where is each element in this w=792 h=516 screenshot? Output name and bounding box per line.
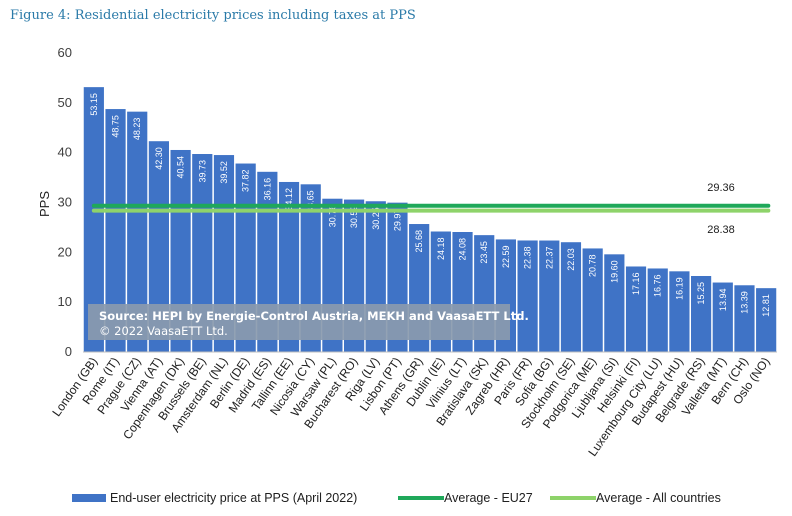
y-axis: 0 10 20 30 40 50 60 (58, 45, 72, 359)
bar (625, 266, 647, 352)
bar-value-label: 30.59 (349, 206, 359, 229)
bar (712, 282, 733, 352)
bar-value-label: 48.23 (132, 118, 142, 141)
bar-value-label: 22.38 (523, 246, 533, 269)
legend-label-all: Average - All countries (596, 491, 721, 505)
y-tick-label: 50 (58, 95, 72, 110)
average-all-value: 28.38 (707, 224, 735, 236)
bar (560, 242, 582, 352)
bar-value-label: 40.54 (176, 156, 186, 179)
bar (170, 149, 191, 352)
source-box: Source: HEPI by Energie-Control Austria,… (88, 304, 529, 340)
bar (582, 248, 603, 352)
bar-value-label: 34.12 (284, 188, 294, 211)
bar-value-label: 13.39 (739, 291, 749, 314)
bar (517, 240, 538, 352)
source-line-1: Source: HEPI by Energie-Control Austria,… (99, 309, 529, 323)
bar-value-label: 15.25 (696, 282, 706, 305)
bar-value-label: 29.97 (392, 209, 402, 232)
bar-value-label: 22.37 (544, 247, 554, 270)
bar-value-label: 25.68 (414, 230, 424, 253)
y-tick-label: 0 (65, 344, 72, 359)
bar (148, 141, 169, 352)
bar (647, 268, 668, 352)
bar (604, 254, 625, 352)
bar (691, 276, 712, 352)
bar-value-label: 48.75 (111, 115, 121, 138)
bar-value-label: 23.45 (479, 241, 489, 264)
bar-value-label: 20.78 (588, 254, 598, 277)
bar (105, 109, 126, 352)
bar-value-label: 36.16 (262, 178, 272, 201)
bar-value-label: 16.76 (653, 274, 663, 297)
bar-value-label: 19.60 (609, 260, 619, 283)
average-lines: 29.36 28.38 (91, 182, 771, 236)
bar (83, 87, 104, 352)
bar (669, 271, 690, 352)
source-box-bg (88, 304, 510, 340)
average-eu27-value: 29.36 (707, 182, 735, 194)
bar-value-label: 16.19 (674, 277, 684, 300)
bar-value-label: 37.82 (241, 170, 251, 193)
bar-value-label: 22.59 (501, 245, 511, 268)
bar-value-label: 39.52 (219, 161, 229, 184)
bar-value-label: 39.73 (197, 160, 207, 183)
bar-value-label: 24.08 (458, 238, 468, 261)
legend-swatch-bars (72, 494, 106, 502)
y-tick-label: 60 (58, 45, 72, 60)
bar (539, 240, 560, 352)
y-tick-label: 20 (58, 244, 72, 259)
y-tick-label: 30 (58, 195, 72, 210)
y-axis-label: PPS (37, 191, 52, 217)
legend-label-bars: End-user electricity price at PPS (April… (110, 491, 357, 505)
bar-value-label: 53.15 (89, 93, 99, 116)
bar (756, 288, 777, 352)
bar-value-label: 24.18 (436, 238, 446, 261)
bar-value-label: 12.81 (761, 294, 771, 317)
bar (192, 154, 213, 352)
y-tick-label: 40 (58, 145, 72, 160)
bar-value-label: 30.25 (371, 207, 381, 230)
bar-value-label: 33.65 (306, 190, 316, 213)
bar-value-label: 22.03 (566, 248, 576, 271)
legend-label-eu27: Average - EU27 (444, 491, 533, 505)
bar (127, 111, 148, 352)
bar-value-label: 42.30 (154, 147, 164, 170)
bar-value-label: 17.16 (631, 272, 641, 295)
bar-value-label: 13.94 (718, 289, 728, 312)
figure-title: Figure 4: Residential electricity prices… (10, 8, 416, 23)
source-line-2: © 2022 VaasaETT Ltd. (99, 324, 228, 338)
y-tick-label: 10 (58, 294, 72, 309)
bar-value-label: 30.76 (327, 205, 337, 228)
x-axis-category-labels: London (GB)Rome (IT)Prague (CZ)Vienna (A… (49, 355, 772, 459)
legend: End-user electricity price at PPS (April… (72, 491, 721, 505)
bar (734, 285, 755, 352)
